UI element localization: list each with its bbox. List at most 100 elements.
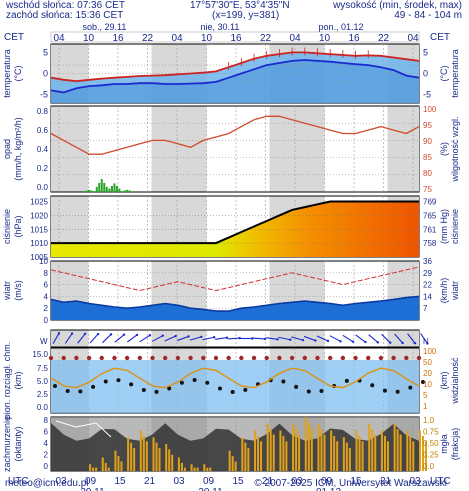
cloud-bar [342,437,345,471]
wind-direction-arrow [102,333,112,344]
cover-tick-left: 8 [44,416,49,425]
precip-tick-left: 0.0 [37,183,49,192]
top-hour-label: 04 [53,33,65,44]
cloud-base-dot [129,382,134,387]
cloud-top-dot [226,355,231,361]
precip-bar [121,191,124,192]
rh-tick-right: 90 [423,137,432,146]
wind-direction-arrow [355,334,366,343]
cloud-base-dot [306,389,311,394]
vis-tick-right: 1 [423,402,428,411]
cloud-bar [419,430,421,471]
cloud-bar [139,430,142,471]
cloud-bar [425,441,427,471]
wind-direction-arrow [278,336,291,341]
wind-direction-arrow [342,334,354,343]
precip-bar [108,188,111,192]
wind-tick-left: 8 [44,269,49,278]
cloud-top-dot [61,355,66,361]
top-hour-label: 16 [348,33,360,44]
cloud-bar [247,448,250,471]
wind-direction-arrow [139,334,151,343]
cover-tick-left: 0 [44,462,49,471]
cloud-bar [330,430,333,471]
left-axis-unit: (km) [13,372,23,390]
cloud-bar [336,441,339,471]
wind-direction-arrow [303,335,316,342]
rh-tick-right: 95 [423,121,432,130]
top-hour-label: 04 [171,33,183,44]
wind-direction-head [200,335,203,339]
cloud-bar [409,435,412,471]
footer-email[interactable]: meteo@icm.edu.pl [5,478,89,489]
cloud-base-dot [141,387,146,392]
cloud-bar [307,422,310,471]
cloud-bar [269,429,272,471]
night-shade [269,106,325,192]
wind-direction-head [70,332,74,335]
cloud-top-dot [289,355,295,361]
fog-tick-right: 0.0 [423,462,435,471]
wind-direction-head [413,342,417,345]
sunrise-text: wschód słońca: 07:36 CET [6,0,125,11]
cloud-base-dot [116,378,121,383]
bottom-hour-label: 21 [262,476,274,487]
wind-direction-head [161,334,165,337]
wind-direction-head [96,332,100,336]
wind-direction-arrow [114,334,125,343]
cloud-top-dot [239,355,244,361]
left-axis-unit: (mm/h, kg/m²/h) [13,117,23,181]
precip-bar [85,190,88,192]
cloud-bar [193,467,196,471]
top-hour-label: 22 [378,33,390,44]
wind-direction-arrow [151,335,164,342]
bottom-tz-label-right: UTC [430,476,451,487]
left-axis-label: zachmurzenie [2,416,12,472]
dewpoint-fill [51,60,419,103]
wind-tick-right: 22 [423,281,432,290]
wind-direction-head [148,334,152,337]
cloud-base-dot [91,384,96,389]
cloud-base-dot [382,388,387,393]
precip-bar [103,182,106,192]
precip-bar [105,186,108,192]
cloud-bar [89,464,92,471]
wind-direction-head [289,338,292,341]
precip-bar [90,190,93,192]
direction-label-right: N [423,337,429,346]
wind-direction-head [187,335,190,338]
cloud-bar [282,435,285,471]
fog-tick-right: 0.75 [423,428,439,437]
cloud-top-dot [99,355,104,361]
wind-direction-arrow [77,333,86,344]
bottom-hour-label: 15 [232,476,244,487]
pressure-tick-right: 758 [423,239,437,248]
temp-tick-right: -5 [423,90,431,100]
cloud-base-dot [230,389,235,394]
wind-direction-head [263,337,267,341]
wind-direction-head [135,333,139,337]
wind-direction-head [339,340,342,343]
wind-direction-head [83,332,87,335]
wind-tick-left: 10 [39,257,48,266]
pressure-tick-right: 765 [423,211,437,220]
cloud-base-dot [319,389,324,394]
cloud-bar [361,441,364,471]
cloud-bar [333,435,336,471]
cloud-bar [203,464,206,471]
wind-direction-arrow [177,335,189,342]
cloud-bar [101,457,104,471]
wind-direction-head [225,336,229,339]
cloud-bar [386,441,389,471]
cloud-bar [348,448,351,471]
cloud-top-dot [163,355,168,361]
wind-direction-arrow [202,336,215,341]
cloud-bar [196,467,199,471]
cloud-tick-left: 7.5 [37,364,49,373]
wind-direction-head [426,342,429,345]
cloud-top-dot [366,355,371,361]
bottom-hour-label: 03 [173,476,185,487]
cloud-bar [231,456,234,471]
cloud-top-dot [188,355,193,361]
cloud-top-dot [391,355,396,361]
